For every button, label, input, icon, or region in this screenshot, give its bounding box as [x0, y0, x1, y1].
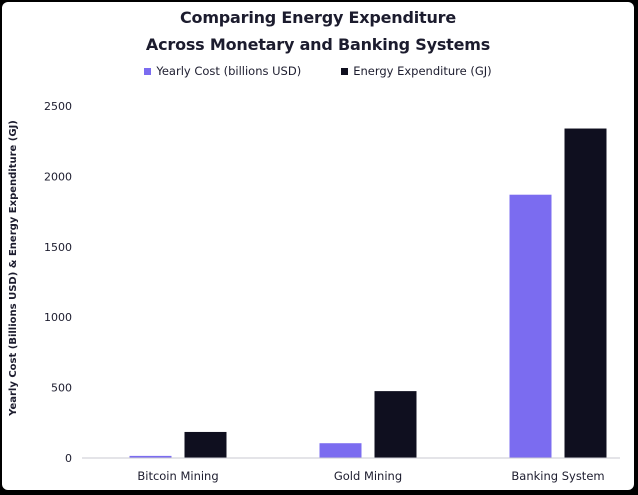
y-tick-label-1000: 1000 [44, 311, 72, 324]
legend-item-yearly-cost: Yearly Cost (billions USD) [144, 64, 301, 78]
bar-gold-mining-yearly-cost [319, 443, 362, 458]
legend-label-energy-expenditure: Energy Expenditure (GJ) [353, 64, 492, 78]
legend-item-energy-expenditure: Energy Expenditure (GJ) [341, 64, 492, 78]
y-tick-label-1500: 1500 [44, 241, 72, 254]
legend-swatch-yearly-cost [144, 67, 152, 75]
y-tick-label-0: 0 [65, 452, 72, 465]
x-tick-label-banking-system: Banking System [511, 469, 604, 483]
y-tick-label-2500: 2500 [44, 100, 72, 113]
chart-title-line-2: Across Monetary and Banking Systems [145, 35, 491, 54]
x-axis-ticks: Bitcoin Mining Gold Mining Banking System [137, 469, 604, 483]
bar-chart-plot: Yearly Cost (Billions USD) & Energy Expe… [8, 100, 620, 483]
bars-group [129, 128, 607, 459]
y-axis-ticks: 0 500 1000 1500 2000 2500 [44, 100, 72, 465]
chart-frame: Comparing Energy Expenditure Across Mone… [2, 2, 634, 490]
y-tick-label-2000: 2000 [44, 170, 72, 183]
chart-title-line-1: Comparing Energy Expenditure [179, 8, 457, 27]
y-axis-label: Yearly Cost (Billions USD) & Energy Expe… [8, 120, 19, 417]
bar-banking-system-yearly-cost [509, 194, 552, 459]
legend-label-yearly-cost: Yearly Cost (billions USD) [156, 64, 302, 78]
x-tick-label-bitcoin-mining: Bitcoin Mining [137, 469, 218, 483]
bar-bitcoin-mining-energy-expenditure [184, 431, 227, 458]
y-tick-label-500: 500 [51, 382, 72, 395]
legend-swatch-energy-expenditure [341, 67, 349, 75]
chart-legend: Yearly Cost (billions USD) Energy Expend… [2, 64, 634, 78]
x-tick-label-gold-mining: Gold Mining [334, 469, 402, 483]
bar-gold-mining-energy-expenditure [374, 391, 417, 458]
bar-bitcoin-mining-yearly-cost [129, 455, 172, 458]
bar-banking-system-energy-expenditure [564, 128, 607, 458]
